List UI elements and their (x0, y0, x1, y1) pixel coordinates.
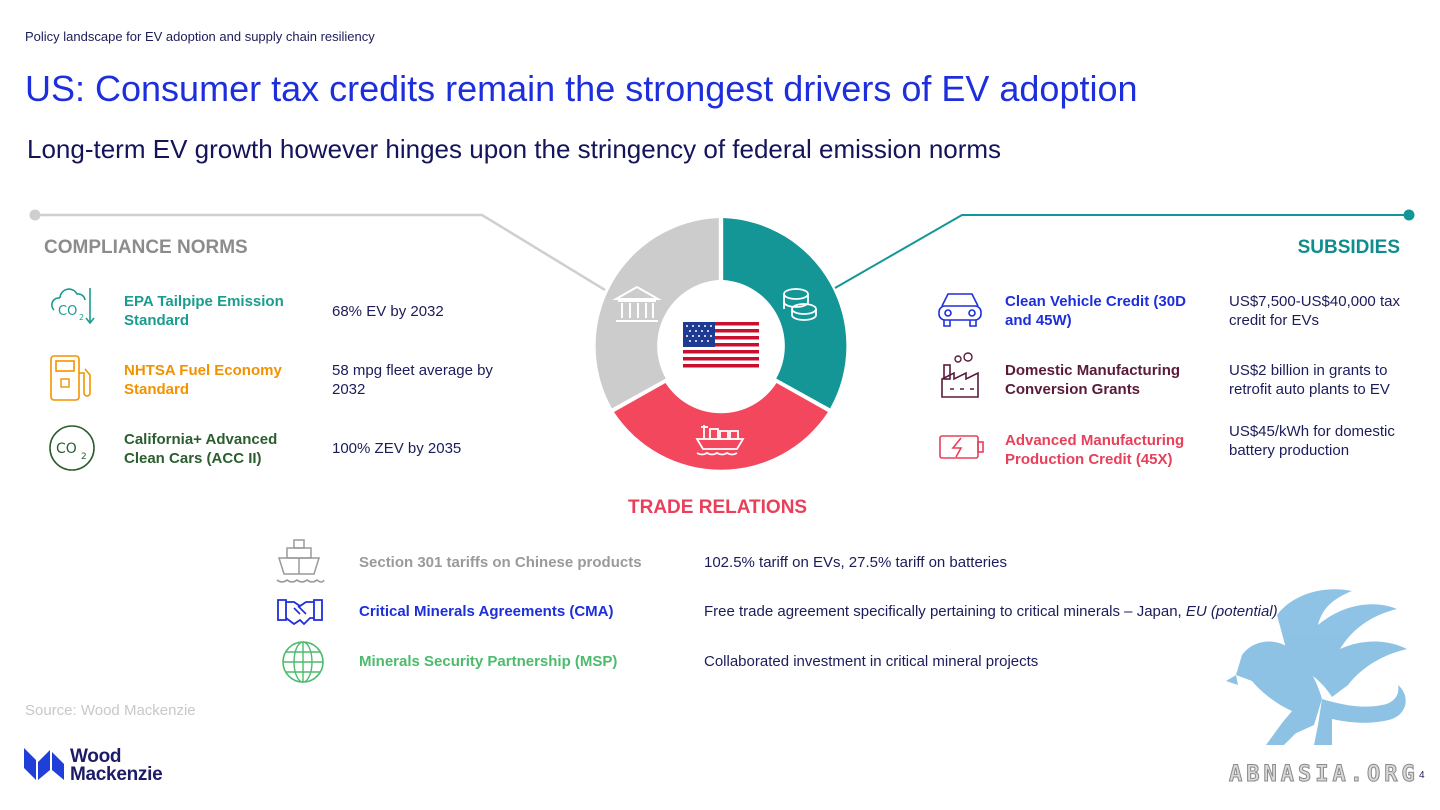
watermark-text: ABNASIA.ORG (1229, 762, 1419, 788)
griffin-watermark-icon (1226, 589, 1407, 745)
trade-label-section-301: Section 301 tariffs on Chinese products (359, 554, 642, 571)
subsidy-value-clean-vehicle: US$7,500-US$40,000 tax credit for EVs (1229, 293, 1400, 329)
handshake-icon (277, 599, 323, 626)
page-number: 4 (1419, 770, 1425, 781)
government-building-icon (612, 285, 662, 322)
subsidy-value-domestic-manufacturing: US$2 billion in grants to retrofit auto … (1229, 362, 1390, 398)
subsidy-label-domestic-manufacturing: Domestic Manufacturing Conversion Grants (1005, 362, 1181, 398)
compliance-heading: COMPLIANCE NORMS (44, 237, 248, 258)
trade-value-cma-emphasis: EU (potential) (1185, 603, 1278, 620)
trade-label-msp: Minerals Security Partnership (MSP) (359, 653, 618, 670)
car-icon (938, 293, 982, 327)
donut-segment-subsidies (723, 218, 847, 409)
us-flag-icon (683, 322, 759, 368)
factory-icon (941, 352, 979, 398)
compliance-value-epa: 68% EV by 2032 (332, 303, 444, 320)
battery-charging-icon (939, 435, 984, 459)
fuel-pump-icon (50, 355, 91, 401)
trade-value-section-301: 102.5% tariff on EVs, 27.5% tariff on ba… (704, 554, 1007, 571)
subsidy-value-advanced-manufacturing: US$45/kWh for domestic battery productio… (1229, 423, 1395, 459)
co2-circle-icon: CO 2 (49, 425, 95, 471)
page-subtitle: Long-term EV growth however hinges upon … (27, 134, 1002, 164)
cargo-ship-icon (695, 425, 745, 456)
compliance-label-epa: EPA Tailpipe Emission Standard (124, 293, 284, 329)
trade-label-cma: Critical Minerals Agreements (CMA) (359, 603, 614, 620)
svg-text:CO: CO (58, 304, 77, 319)
donut-segment-trade (614, 383, 828, 470)
trade-value-msp: Collaborated investment in critical mine… (704, 653, 1039, 670)
compliance-value-nhtsa: 58 mpg fleet average by 2032 (332, 362, 493, 398)
compliance-label-california: California+ Advanced Clean Cars (ACC II) (124, 431, 278, 467)
svg-text:2: 2 (79, 313, 84, 322)
page-title: US: Consumer tax credits remain the stro… (25, 68, 1138, 109)
policy-donut (595, 218, 847, 470)
compliance-label-nhtsa: NHTSA Fuel Economy Standard (124, 362, 282, 398)
trade-value-cma: Free trade agreement specifically pertai… (704, 603, 1278, 620)
svg-text:CO: CO (56, 441, 77, 457)
compliance-value-california: 100% ZEV by 2035 (332, 440, 462, 457)
subsidy-label-clean-vehicle: Clean Vehicle Credit (30D and 45W) (1005, 293, 1186, 329)
logo-line-2: Mackenzie (70, 764, 163, 785)
source-note: Source: Wood Mackenzie (25, 702, 196, 719)
ship-icon (276, 539, 325, 583)
globe-icon (282, 641, 324, 683)
trade-heading: TRADE RELATIONS (628, 497, 808, 518)
svg-text:2: 2 (81, 452, 87, 462)
coins-icon (783, 288, 817, 321)
donut-segment-compliance (595, 218, 719, 409)
subsidy-label-advanced-manufacturing: Advanced Manufacturing Production Credit… (1005, 432, 1185, 468)
subsidies-heading: SUBSIDIES (1297, 237, 1400, 258)
logo-text: Wood Mackenzie (70, 746, 163, 785)
kicker: Policy landscape for EV adoption and sup… (25, 29, 375, 44)
logo-line-1: Wood (70, 746, 122, 767)
co2-down-icon: CO 2 (50, 288, 95, 325)
wood-mackenzie-logo-mark (24, 748, 64, 780)
